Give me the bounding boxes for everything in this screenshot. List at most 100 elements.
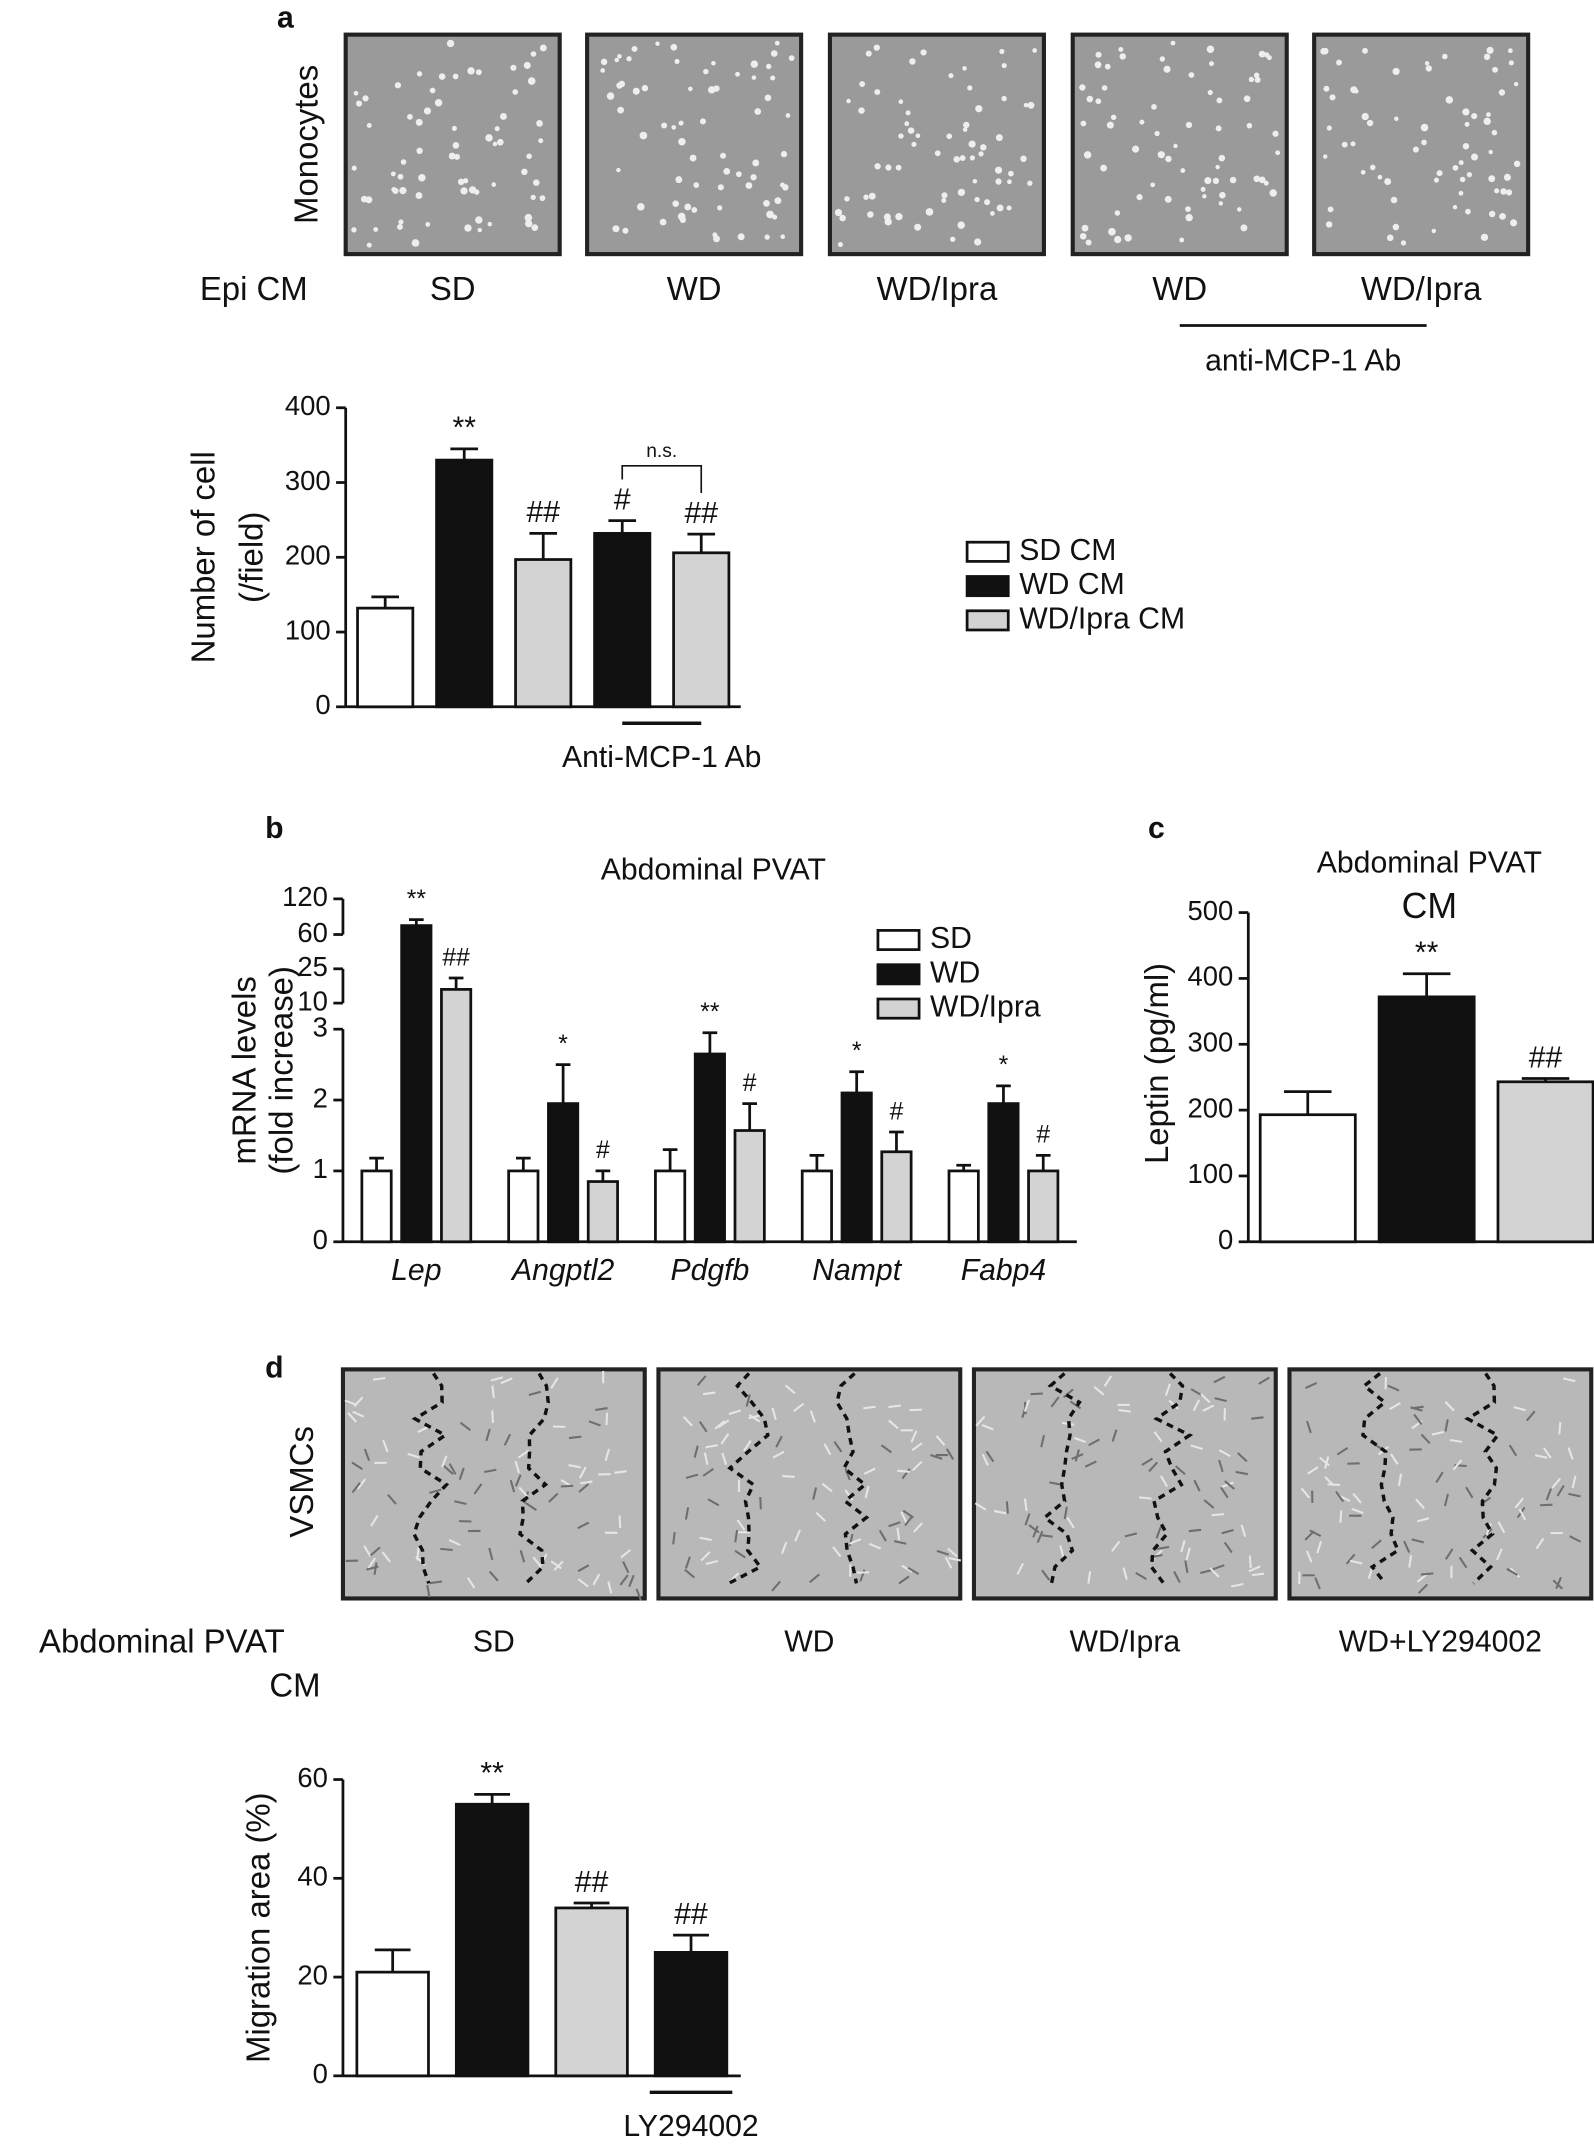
cell	[1503, 173, 1511, 181]
cell	[1085, 239, 1092, 246]
cell	[1139, 1496, 1152, 1500]
y-tick-label: 400	[1187, 961, 1233, 992]
cell	[1218, 1449, 1231, 1458]
cell	[1336, 59, 1342, 66]
error-bar	[1035, 1153, 1051, 1171]
cell	[367, 1557, 376, 1569]
cell	[491, 1410, 494, 1423]
cell	[1216, 97, 1223, 104]
cell	[452, 142, 460, 149]
cell	[874, 163, 881, 170]
cell	[974, 196, 980, 203]
cell	[1435, 1471, 1444, 1484]
cell	[1095, 51, 1102, 58]
cell	[1040, 1434, 1045, 1448]
cell	[1258, 50, 1266, 58]
cell	[1327, 206, 1334, 213]
cell	[1306, 1550, 1313, 1563]
cell	[945, 1448, 955, 1460]
cell	[833, 1441, 843, 1453]
cell	[770, 50, 778, 57]
cell	[352, 1410, 365, 1418]
cell	[1569, 1535, 1582, 1543]
cell	[366, 242, 372, 248]
cell	[1209, 61, 1214, 67]
cell	[530, 51, 537, 57]
cell	[893, 1540, 907, 1545]
cell	[530, 194, 536, 201]
cell	[1351, 1507, 1364, 1515]
cell	[1118, 1409, 1131, 1413]
cell	[1211, 1513, 1224, 1517]
significance-marker: **	[480, 1757, 504, 1790]
y-tick-label: 0	[313, 2058, 328, 2089]
cell	[1558, 1421, 1562, 1435]
cell	[1049, 1481, 1062, 1486]
cell	[612, 225, 620, 233]
cell	[1316, 1540, 1322, 1554]
cell	[1411, 1405, 1424, 1410]
cell	[702, 1391, 716, 1396]
cell	[616, 82, 623, 89]
cell	[1571, 1475, 1577, 1489]
cell	[1165, 155, 1172, 163]
cell	[859, 81, 866, 87]
x-tick-label: Pdgfb	[670, 1254, 749, 1287]
cell	[809, 1410, 816, 1423]
cell	[693, 1445, 699, 1458]
cell	[351, 165, 357, 171]
cell	[617, 106, 625, 114]
cell	[1030, 1392, 1043, 1396]
cell	[1027, 101, 1035, 109]
cell	[639, 131, 648, 140]
cell	[488, 1547, 494, 1561]
cell	[1321, 47, 1329, 55]
cell	[837, 242, 843, 248]
cell	[736, 1519, 746, 1531]
cell	[1562, 1377, 1576, 1383]
cell	[1433, 177, 1439, 183]
cell	[844, 196, 850, 202]
cell	[1111, 1429, 1118, 1442]
cell	[1480, 233, 1489, 241]
cell	[1079, 232, 1087, 240]
cell	[1240, 224, 1248, 232]
cell	[846, 98, 851, 104]
cell	[693, 182, 700, 188]
cell	[429, 1488, 442, 1494]
cell	[1223, 1541, 1233, 1554]
cell	[728, 1409, 742, 1415]
cell	[1157, 151, 1165, 159]
cell	[1200, 1569, 1213, 1574]
cell	[473, 1483, 483, 1495]
cell	[1325, 221, 1333, 228]
cell	[503, 1433, 512, 1446]
cell	[1079, 84, 1086, 91]
significance-marker: **	[1415, 937, 1439, 970]
y-axis-label: Leptin (pg/ml)	[1138, 963, 1175, 1164]
cell	[1062, 1388, 1074, 1399]
bar	[586, 1180, 619, 1244]
cell	[962, 127, 968, 132]
cell	[1185, 213, 1193, 222]
cell	[1041, 1569, 1051, 1581]
cell	[1361, 112, 1369, 121]
cell	[536, 120, 543, 127]
cell	[1224, 1480, 1235, 1490]
cell	[1243, 95, 1251, 103]
cell	[699, 1536, 712, 1541]
cell	[1499, 212, 1506, 220]
y-axis-label: (fold increase)	[263, 966, 300, 1175]
cell	[914, 223, 922, 231]
wound-edge	[1361, 1372, 1401, 1585]
cell	[1551, 1477, 1561, 1489]
wound-edge	[727, 1372, 770, 1585]
cell	[1040, 1534, 1053, 1538]
cell	[1193, 1479, 1201, 1492]
cell	[526, 153, 532, 160]
bar	[1496, 1080, 1594, 1244]
cell	[957, 221, 965, 229]
cell	[1006, 205, 1012, 211]
cell	[1488, 210, 1496, 218]
cell	[524, 213, 533, 222]
